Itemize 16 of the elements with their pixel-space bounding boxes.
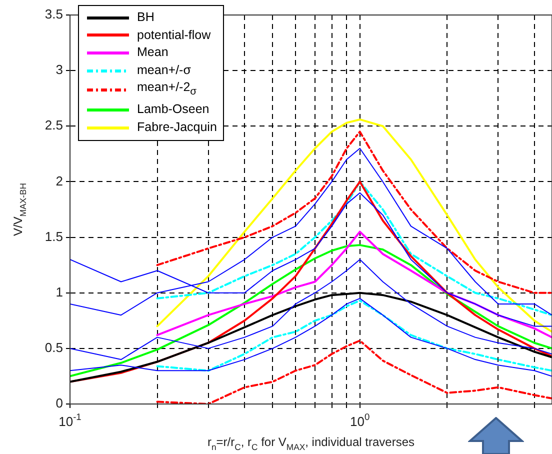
legend-label: mean+/-2$_{σ}$ <box>137 79 197 100</box>
y-tick-label: 3.5 <box>44 6 63 22</box>
y-axis-title: V/VMAX-BH <box>11 183 28 236</box>
y-tick-label: 3 <box>56 62 63 78</box>
y-tick-label: 0 <box>56 396 63 411</box>
y-tick-label: 1.5 <box>44 228 63 244</box>
y-tick-label: 1 <box>56 284 63 300</box>
legend-label: mean+/-σ <box>137 62 191 79</box>
legend-label: Fabre-Jacquin <box>137 119 217 136</box>
legend-label: BH <box>137 9 154 26</box>
legend-label: Mean <box>137 44 168 62</box>
y-tick-label: 0.5 <box>44 340 63 356</box>
legend-label: potential-flow <box>137 26 211 44</box>
y-tick-label: 2.5 <box>44 118 63 133</box>
legend-label: Lamb-Oseen <box>137 101 210 118</box>
y-tick-label: 2 <box>56 173 63 188</box>
